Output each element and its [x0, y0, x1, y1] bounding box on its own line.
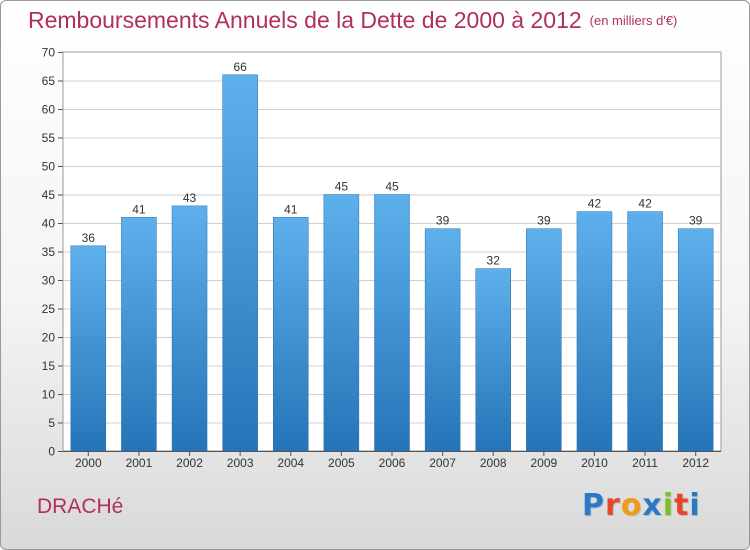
y-tick-label: 5 — [48, 416, 55, 430]
data-label: 39 — [436, 214, 450, 228]
x-tick-label: 2005 — [328, 456, 355, 470]
x-tick-label: 2002 — [176, 456, 203, 470]
data-label: 39 — [537, 214, 551, 228]
logo-letter: i — [689, 488, 701, 523]
data-label: 32 — [487, 254, 501, 268]
x-tick-label: 2011 — [632, 456, 658, 470]
y-tick-label: 55 — [42, 131, 56, 145]
y-tick-label: 15 — [42, 359, 56, 373]
data-label: 36 — [82, 231, 96, 245]
y-tick-label: 20 — [42, 331, 56, 345]
data-label: 43 — [183, 191, 197, 205]
logo-letter: x — [642, 488, 663, 523]
y-tick-label: 60 — [42, 103, 56, 117]
logo-letter: r — [605, 488, 621, 523]
city-name: DRACHé — [37, 495, 124, 518]
y-tick-label: 40 — [42, 217, 56, 231]
chart-title: Remboursements Annuels de la Dette de 20… — [28, 7, 677, 34]
data-label: 66 — [233, 60, 247, 74]
x-tick-label: 2007 — [429, 456, 456, 470]
bar — [121, 217, 157, 452]
x-tick-label: 2000 — [75, 456, 102, 470]
y-tick-label: 70 — [42, 46, 56, 60]
bar — [424, 228, 461, 452]
data-label: 42 — [638, 197, 652, 211]
bar — [576, 211, 613, 452]
x-tick-label: 2003 — [227, 456, 254, 470]
bar — [526, 228, 562, 452]
y-tick-label: 25 — [42, 302, 56, 316]
bar — [323, 194, 360, 452]
logo-letter: P — [582, 488, 605, 523]
chart-subtitle: (en milliers d'€) — [589, 13, 678, 28]
y-tick-label: 65 — [42, 74, 56, 88]
y-tick-label: 30 — [42, 274, 56, 288]
logo-letter: i — [662, 488, 675, 523]
y-tick-label: 10 — [42, 388, 56, 402]
bar — [171, 205, 208, 452]
x-tick-label: 2009 — [530, 456, 557, 470]
bar — [677, 228, 714, 452]
data-label: 41 — [132, 202, 146, 216]
x-tick-label: 2008 — [480, 456, 507, 470]
y-tick-label: 0 — [48, 445, 55, 459]
bar — [222, 74, 258, 452]
proxiti-logo[interactable]: Proxiti — [582, 488, 701, 523]
data-label: 42 — [588, 197, 602, 211]
bar — [273, 217, 309, 452]
data-label: 45 — [335, 180, 349, 194]
bar — [70, 245, 107, 452]
bar — [627, 211, 663, 452]
x-tick-label: 2010 — [581, 456, 608, 470]
bar — [374, 194, 410, 452]
logo-letter: t — [674, 488, 690, 523]
bar — [475, 268, 511, 452]
data-label: 39 — [689, 214, 703, 228]
x-tick-label: 2004 — [277, 456, 304, 470]
y-tick-label: 45 — [42, 188, 56, 202]
x-tick-label: 2001 — [126, 456, 153, 470]
data-label: 41 — [284, 202, 298, 216]
data-label: 45 — [385, 180, 399, 194]
logo-letter: o — [620, 488, 643, 523]
x-tick-label: 2006 — [379, 456, 406, 470]
chart-title-text: Remboursements Annuels de la Dette de 20… — [28, 7, 582, 33]
y-tick-label: 35 — [42, 245, 56, 259]
y-tick-label: 50 — [42, 160, 56, 174]
x-tick-label: 2012 — [682, 456, 709, 470]
